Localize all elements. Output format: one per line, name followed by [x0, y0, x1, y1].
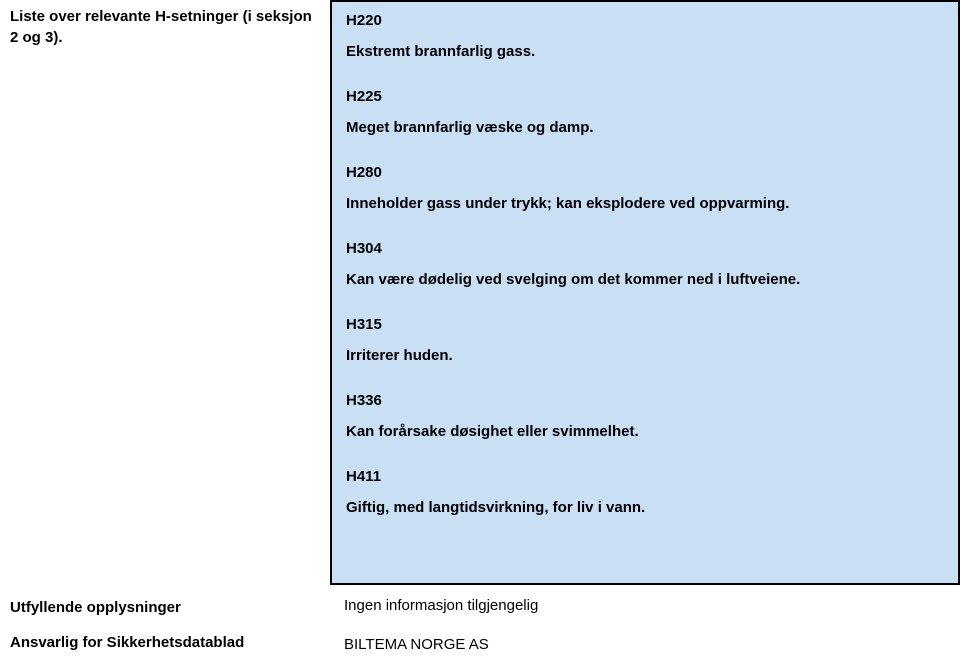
- hazard-text: Giftig, med langtidsvirkning, for liv i …: [346, 499, 944, 516]
- hazard-statement: H280 Inneholder gass under trykk; kan ek…: [332, 154, 958, 230]
- left-column: Liste over relevante H-setninger (i seks…: [0, 0, 330, 659]
- hazard-statement: H304 Kan være dødelig ved svelging om de…: [332, 230, 958, 306]
- hazard-text: Irriterer huden.: [346, 347, 944, 364]
- hazard-statement: H336 Kan forårsake døsighet eller svimme…: [332, 382, 958, 458]
- hazard-text: Meget brannfarlig væske og damp.: [346, 119, 944, 136]
- hazard-code: H220: [346, 12, 944, 29]
- hazard-statements-box: H220 Ekstremt brannfarlig gass. H225 Meg…: [330, 0, 960, 585]
- hazard-list-label: Liste over relevante H-setninger (i seks…: [10, 6, 318, 48]
- hazard-code: H304: [346, 240, 944, 257]
- hazard-statement: H411 Giftig, med langtidsvirkning, for l…: [332, 458, 958, 534]
- page-container: Liste over relevante H-setninger (i seks…: [0, 0, 960, 659]
- hazard-code: H411: [346, 468, 944, 485]
- hazard-statement: H220 Ekstremt brannfarlig gass.: [332, 2, 958, 78]
- supplementary-info-value: Ingen informasjon tilgjengelig: [330, 585, 960, 626]
- hazard-code: H225: [346, 88, 944, 105]
- hazard-code: H336: [346, 392, 944, 409]
- hazard-code: H280: [346, 164, 944, 181]
- hazard-text: Inneholder gass under trykk; kan eksplod…: [346, 195, 944, 212]
- hazard-text: Ekstremt brannfarlig gass.: [346, 43, 944, 60]
- left-bottom-group: Utfyllende opplysninger Ansvarlig for Si…: [10, 597, 318, 653]
- hazard-statement: H315 Irriterer huden.: [332, 306, 958, 382]
- responsible-label: Ansvarlig for Sikkerhetsdatablad: [10, 632, 318, 653]
- hazard-code: H315: [346, 316, 944, 333]
- hazard-text: Kan være dødelig ved svelging om det kom…: [346, 271, 944, 288]
- right-column: H220 Ekstremt brannfarlig gass. H225 Meg…: [330, 0, 960, 659]
- supplementary-label: Utfyllende opplysninger: [10, 597, 318, 618]
- hazard-statement: H225 Meget brannfarlig væske og damp.: [332, 78, 958, 154]
- responsible-value: BILTEMA NORGE AS: [330, 626, 960, 659]
- hazard-text: Kan forårsake døsighet eller svimmelhet.: [346, 423, 944, 440]
